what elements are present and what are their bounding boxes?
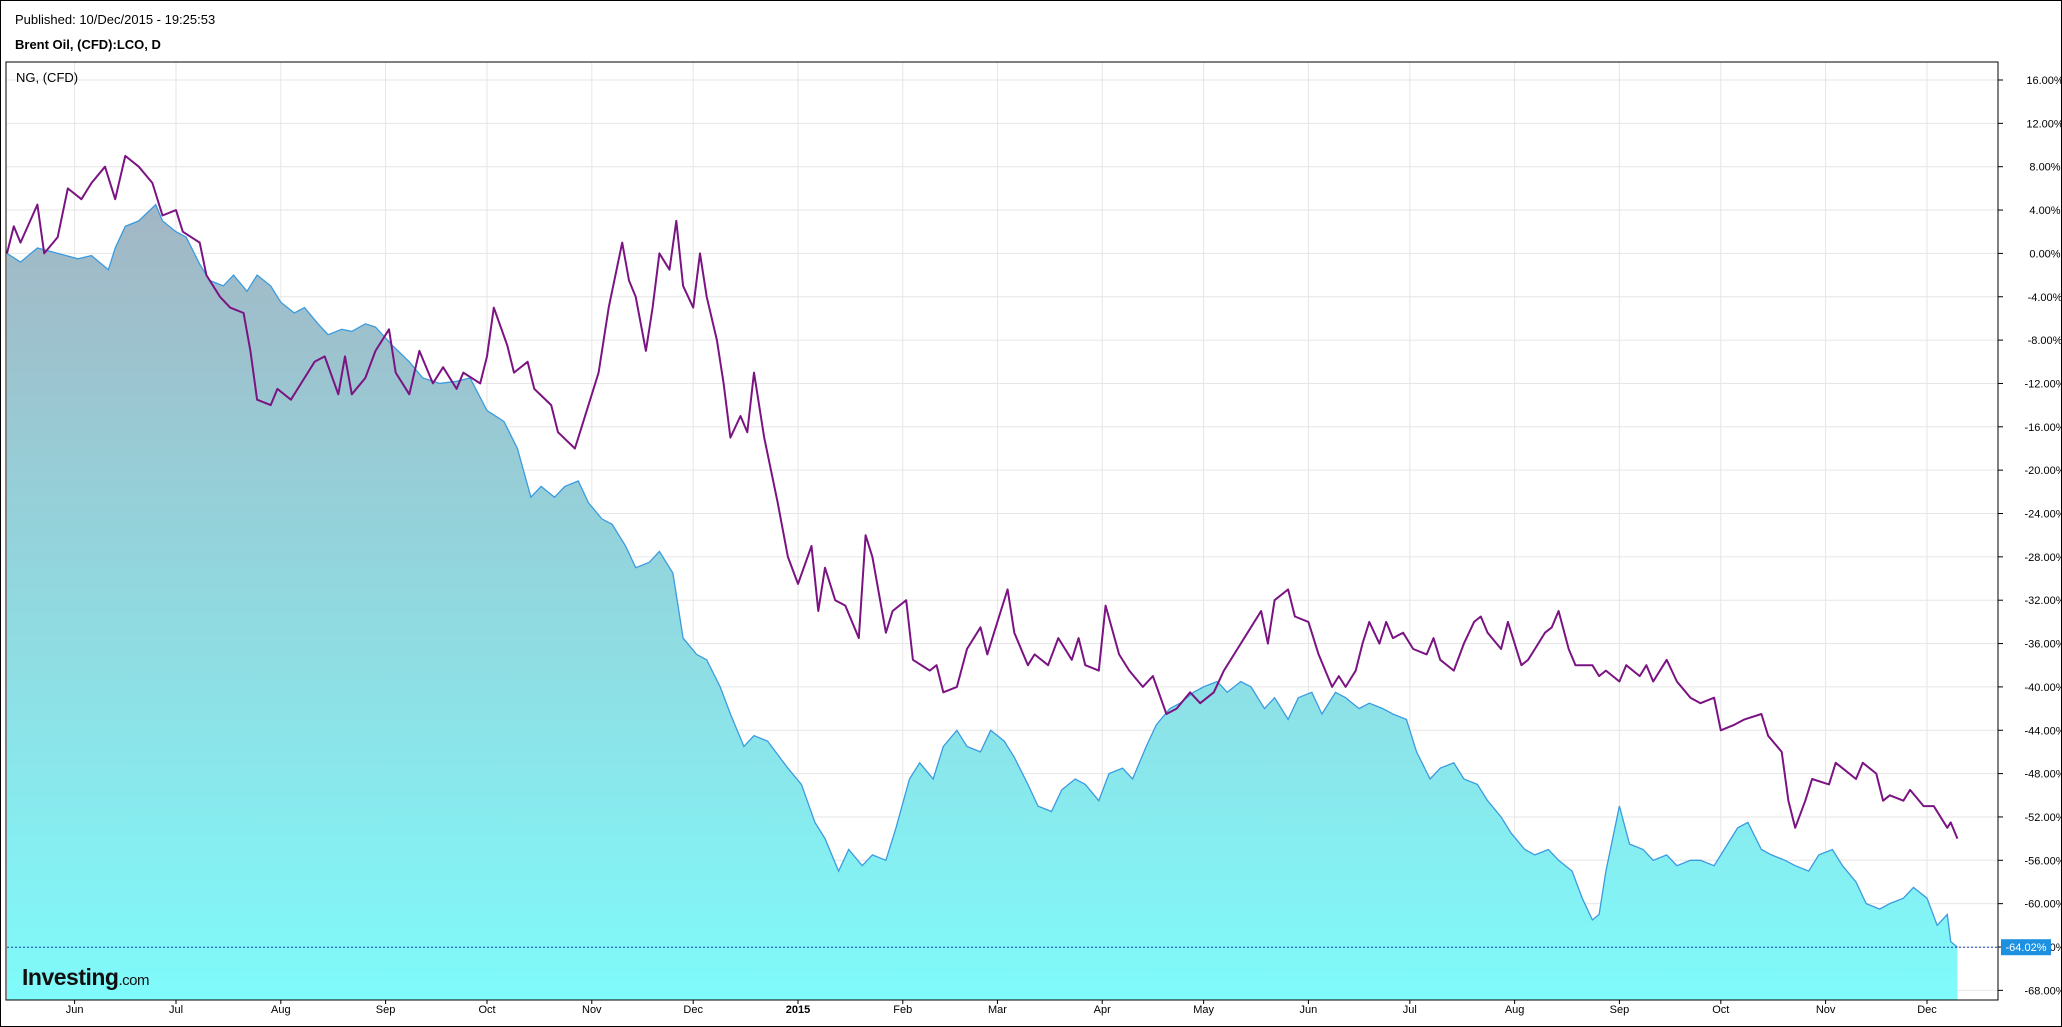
y-tick-label: 0.00% (2029, 248, 2060, 260)
x-tick-label: Nov (582, 1004, 602, 1016)
x-tick-label: Sep (376, 1004, 396, 1016)
y-tick-label: -24.00% (2025, 509, 2062, 521)
y-tick-label: -12.00% (2025, 378, 2062, 390)
last-value-badge (2001, 939, 2051, 956)
y-tick-label: -20.00% (2025, 465, 2062, 477)
x-tick-label: Dec (683, 1004, 703, 1016)
y-tick-label: -48.00% (2025, 769, 2062, 781)
x-tick-label: Jul (1403, 1004, 1417, 1016)
x-tick-label: Jun (66, 1004, 84, 1016)
y-tick-label: -68.00% (2025, 985, 2062, 997)
x-tick-label: Aug (1505, 1004, 1525, 1016)
x-tick-label: Feb (893, 1004, 912, 1016)
y-tick-label: 8.00% (2029, 162, 2060, 174)
axes: 16.00% 12.00% 8.00% 4.00% 0.00% -4.00% -8.00% -… (5, 61, 2062, 1016)
y-tick-label: -28.00% (2025, 552, 2062, 564)
x-tick-label: Aug (271, 1004, 291, 1016)
x-tick-label: Jul (169, 1004, 183, 1016)
y-tick-label: -4.00% (2028, 292, 2062, 304)
ng-line-layer (6, 154, 1959, 839)
x-tick-label: May (1193, 1004, 1214, 1016)
y-tick-label: 4.00% (2029, 205, 2060, 217)
investing-logo: Investing.com (22, 964, 149, 991)
y-tick-label: -8.00% (2028, 335, 2062, 347)
series-subtitle: NG, (CFD) (16, 70, 78, 85)
x-tick-label: Apr (1094, 1004, 1111, 1016)
brent-area-layer (6, 203, 1958, 1001)
x-tick-label: Oct (1712, 1004, 1729, 1016)
y-tick-label: -44.00% (2025, 725, 2062, 737)
y-tick-label: 16.00% (2026, 75, 2062, 87)
x-tick-label: Dec (1917, 1004, 1937, 1016)
y-tick-label: -16.00% (2025, 422, 2062, 434)
logo-suffix: .com (118, 972, 149, 989)
logo-brand: Investing (22, 964, 119, 990)
y-tick-label: -40.00% (2025, 682, 2062, 694)
y-tick-label: -52.00% (2025, 812, 2062, 824)
y-tick-label: -32.00% (2025, 595, 2062, 607)
x-tick-label: 2015 (786, 1004, 810, 1016)
chart-title: Brent Oil, (CFD):LCO, D (15, 37, 161, 52)
published-timestamp: Published: 10/Dec/2015 - 19:25:53 (15, 12, 216, 27)
y-tick-label: -60.00% (2025, 899, 2062, 911)
x-tick-label: Mar (988, 1004, 1007, 1016)
y-tick-label: -56.00% (2025, 855, 2062, 867)
ng-series-line (6, 154, 1959, 839)
x-tick-label: Nov (1816, 1004, 1836, 1016)
x-tick-label: Sep (1610, 1004, 1630, 1016)
x-tick-label: Jun (1300, 1004, 1318, 1016)
y-tick-label: 12.00% (2026, 118, 2062, 130)
y-tick-label: -36.00% (2025, 639, 2062, 651)
x-tick-label: Oct (478, 1004, 495, 1016)
brent-series-line (6, 203, 1958, 948)
last-value-label: -64.02% (2006, 942, 2047, 954)
plot-border (5, 61, 1999, 1001)
brent-area-fill (7, 204, 1958, 1001)
